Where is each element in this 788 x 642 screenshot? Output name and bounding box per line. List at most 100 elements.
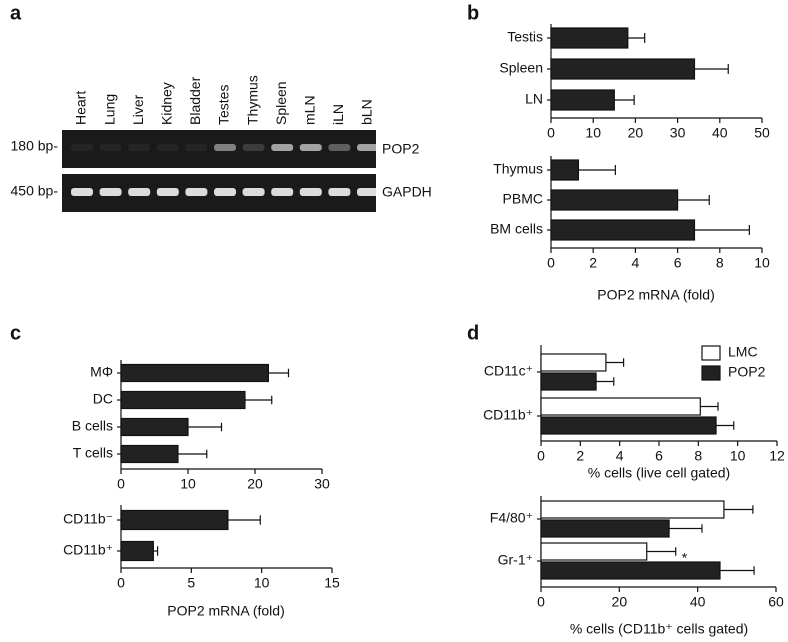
error-bar <box>719 566 755 575</box>
error-bar <box>677 195 710 205</box>
x-tick-label: 0 <box>117 575 125 591</box>
x-tick-label: 2 <box>576 448 584 464</box>
error-bar <box>694 64 729 74</box>
x-tick-label: 0 <box>537 448 545 464</box>
x-axis-label: POP2 mRNA (fold) <box>167 603 284 619</box>
gel-band <box>185 188 208 196</box>
category-label: CD11b⁻ <box>63 511 113 527</box>
gel-band <box>242 144 265 151</box>
x-tick-label: 30 <box>314 476 330 492</box>
x-tick-label: 5 <box>187 575 195 591</box>
bar <box>540 519 670 538</box>
bar <box>120 363 269 383</box>
bar <box>540 561 721 580</box>
error-bar <box>614 95 635 105</box>
error-bar <box>716 421 735 430</box>
gel-band <box>299 144 322 151</box>
lane-label: Heart <box>73 91 89 125</box>
x-tick-label: 10 <box>585 125 601 141</box>
gel-band <box>156 144 179 151</box>
x-tick-label: 10 <box>254 575 270 591</box>
x-tick-label: 10 <box>730 448 746 464</box>
x-axis-label: % cells (live cell gated) <box>588 465 730 481</box>
gel-band <box>242 188 265 196</box>
error-bar <box>268 368 290 378</box>
gel-band <box>271 144 294 151</box>
x-tick-label: 0 <box>537 594 545 610</box>
lane-label: Liver <box>130 94 146 125</box>
gel-band <box>214 144 236 151</box>
x-tick-label: 30 <box>670 125 686 141</box>
bar <box>550 159 580 181</box>
gel-band <box>328 144 351 151</box>
x-tick-label: 8 <box>694 448 702 464</box>
lane-label: Lung <box>101 94 117 125</box>
lane-label: Spleen <box>273 81 289 125</box>
x-tick-label: 60 <box>768 594 784 610</box>
error-bar <box>177 449 208 459</box>
bar <box>550 89 615 111</box>
band-label: POP2 <box>382 141 420 157</box>
bar <box>120 509 229 531</box>
x-tick-label: 15 <box>324 575 340 591</box>
bar <box>540 353 607 372</box>
error-bar <box>596 377 615 386</box>
category-label: Gr-1⁺ <box>498 552 533 568</box>
category-label: Thymus <box>493 161 543 177</box>
x-tick-label: 20 <box>628 125 644 141</box>
x-tick-label: 6 <box>674 255 682 271</box>
legend-swatch <box>701 365 721 381</box>
bar <box>120 417 189 437</box>
x-axis-label: POP2 mRNA (fold) <box>597 287 714 303</box>
legend-swatch <box>701 345 721 361</box>
gel-band <box>99 188 122 196</box>
lane-label: Kidney <box>159 82 175 125</box>
gel-band <box>185 144 208 151</box>
gel-band <box>156 188 179 196</box>
x-tick-label: 40 <box>690 594 706 610</box>
category-label: CD11b⁺ <box>63 542 113 558</box>
x-tick-label: 4 <box>616 448 624 464</box>
gel-band <box>214 188 236 196</box>
error-bar <box>627 33 646 43</box>
gel-band <box>128 144 151 151</box>
x-tick-label: 20 <box>247 476 263 492</box>
gel-band <box>71 144 93 151</box>
x-tick-label: 8 <box>716 255 724 271</box>
category-label: CD11b⁺ <box>483 407 533 423</box>
category-label: Spleen <box>499 60 543 76</box>
bar <box>540 372 597 391</box>
error-bar <box>605 358 625 367</box>
panel-label: a <box>10 2 22 24</box>
x-axis-label: % cells (CD11b⁺ cells gated) <box>570 621 748 637</box>
bar <box>540 397 701 416</box>
panel-label: b <box>467 2 479 24</box>
lane-label: Thymus <box>244 75 260 125</box>
x-tick-label: 40 <box>712 125 728 141</box>
gel-band <box>271 188 294 196</box>
x-tick-label: 10 <box>180 476 196 492</box>
annotation: * <box>682 550 688 566</box>
bar <box>540 542 648 561</box>
lane-label: Bladder <box>187 76 203 125</box>
x-tick-label: 2 <box>589 255 597 271</box>
bar <box>550 58 696 80</box>
x-tick-label: 50 <box>754 125 770 141</box>
bar <box>120 444 179 464</box>
error-bar <box>188 422 223 432</box>
x-tick-label: 12 <box>769 448 785 464</box>
bar <box>550 27 629 49</box>
band-label: GAPDH <box>382 184 432 200</box>
category-label: LN <box>525 91 543 107</box>
error-bar <box>723 505 754 514</box>
category-label: CD11c⁺ <box>484 363 533 379</box>
error-bar <box>227 515 261 525</box>
x-tick-label: 4 <box>632 255 640 271</box>
lane-label: Testes <box>216 85 232 125</box>
x-tick-label: 0 <box>547 255 555 271</box>
category-label: B cells <box>72 418 113 434</box>
marker-label: 180 bp- <box>11 138 59 154</box>
bar <box>540 416 717 435</box>
category-label: DC <box>93 391 113 407</box>
lane-label: mLN <box>302 95 318 125</box>
